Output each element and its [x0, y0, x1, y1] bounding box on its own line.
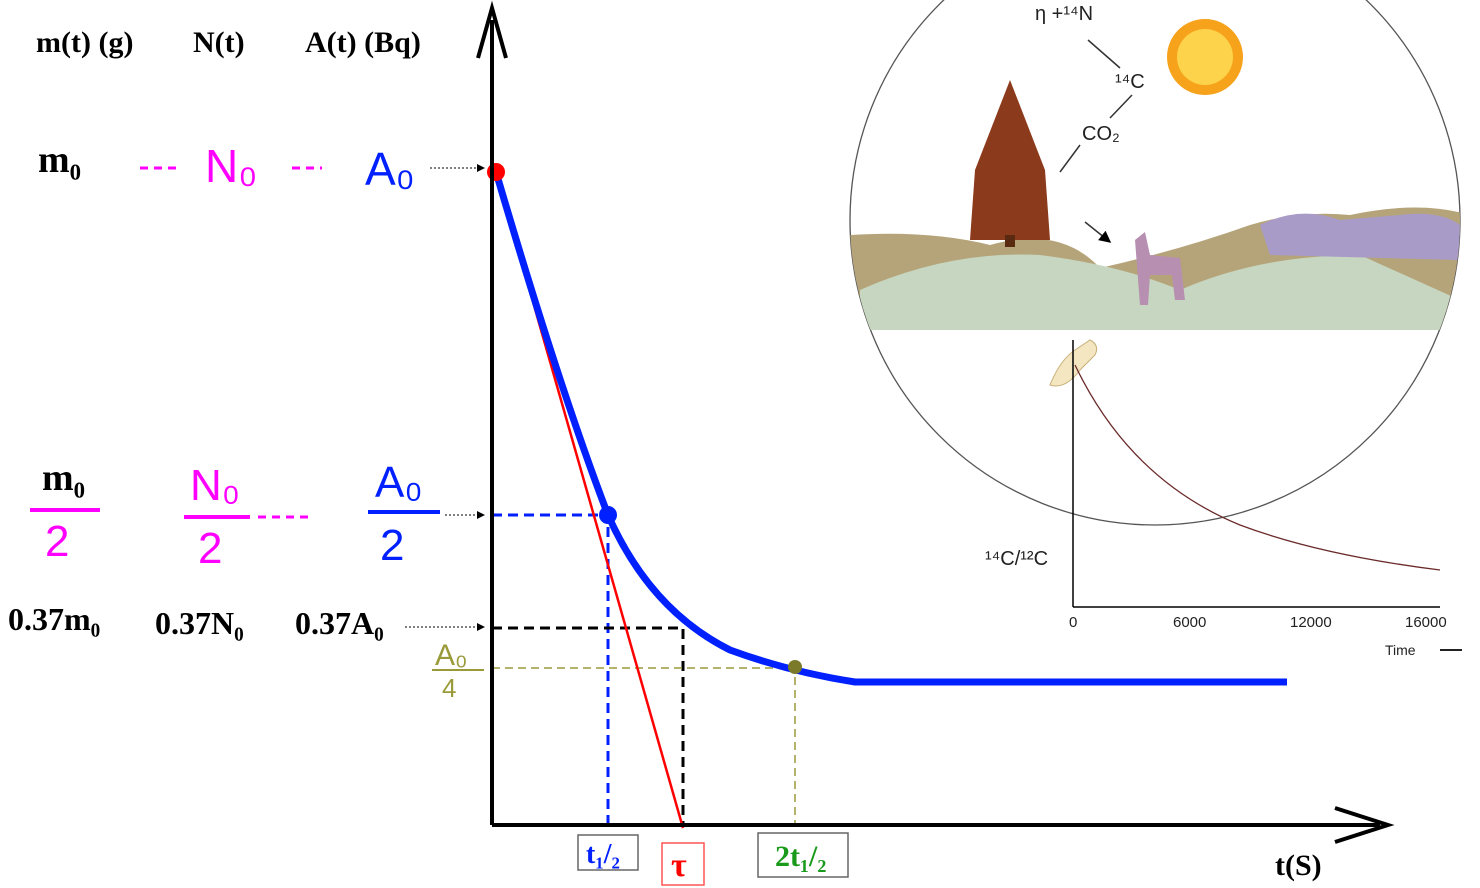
label: 12000 [1290, 614, 1332, 631]
label: N₀ [205, 140, 257, 192]
label: 16000 [1405, 614, 1447, 631]
shape [788, 660, 802, 674]
label: N₀ [190, 461, 240, 510]
label: A₀ [435, 639, 467, 672]
label: Time [1385, 642, 1416, 658]
label: ¹⁴C [1115, 71, 1145, 93]
shape [1260, 214, 1460, 260]
label: A₀ [365, 143, 415, 195]
label: τ [671, 847, 687, 884]
label: m₀ [38, 139, 81, 181]
label: 2t₁/₂ [775, 840, 826, 873]
shape [487, 163, 505, 181]
decay-diagram: η +¹⁴N ¹⁴C CO₂ ¹⁴C/¹²C 0 6000 12000 1600… [0, 0, 1480, 888]
label: m(t) (g) [36, 26, 133, 59]
inset: η +¹⁴N ¹⁴C CO₂ ¹⁴C/¹²C 0 6000 12000 1600… [850, 0, 1480, 665]
shape [1005, 235, 1015, 247]
label: A(t) (Bq) [305, 26, 421, 59]
inset-bg [850, 0, 1480, 665]
label: 2 [198, 524, 222, 573]
label: N(t) [193, 26, 245, 59]
label: 0.37m₀ [8, 601, 100, 637]
label: 2 [45, 517, 69, 566]
label: 4 [442, 673, 456, 703]
label: A₀ [375, 458, 423, 507]
label: t(S) [1275, 849, 1322, 882]
label: CO₂ [1082, 123, 1120, 145]
shape [1177, 29, 1233, 85]
label: 0.37N₀ [155, 605, 244, 641]
shape [599, 506, 617, 524]
shape [492, 515, 608, 830]
label: ¹⁴C/¹²C [985, 548, 1048, 570]
label: η +¹⁴N [1035, 3, 1093, 25]
label: 0 [1069, 614, 1077, 631]
label: m₀ [42, 457, 85, 499]
label: 2 [380, 521, 404, 570]
label: t₁/₂ [586, 839, 620, 870]
label: 0.37A₀ [295, 605, 384, 641]
label: 6000 [1173, 614, 1206, 631]
